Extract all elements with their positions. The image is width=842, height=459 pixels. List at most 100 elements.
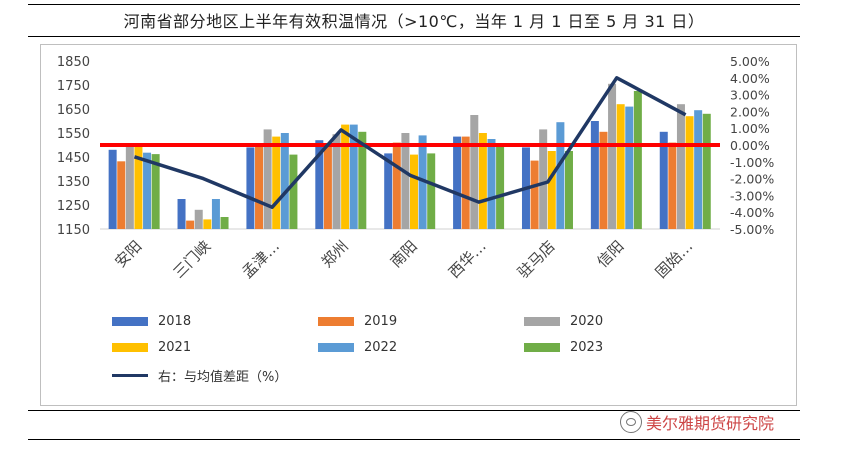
watermark-text: 美尔雅期货研究院: [646, 414, 775, 433]
bar-2019-2: [255, 145, 264, 229]
bar-2022-8: [694, 110, 703, 229]
y-tick-label: 1850: [57, 55, 90, 70]
bar-2020-1: [194, 209, 203, 229]
bar-2018-7: [590, 121, 599, 229]
bar-2021-6: [547, 151, 556, 229]
y-tick-label: 1150: [57, 223, 90, 238]
y2-tick-label: 3.00%: [730, 88, 770, 103]
legend-swatch-2018: [112, 317, 148, 326]
chart-area-border: [40, 44, 797, 406]
legend-swatch-2021: [112, 343, 148, 352]
y-tick-label: 1550: [57, 127, 90, 142]
bar-2018-0: [108, 149, 117, 229]
bar-2023-5: [496, 145, 505, 229]
bar-2019-7: [599, 131, 608, 229]
x-tick-label: 安阳: [111, 237, 145, 271]
y-tick-label: 1750: [57, 79, 90, 94]
bar-2023-4: [427, 153, 436, 229]
bar-2019-0: [117, 161, 126, 229]
bar-2019-1: [186, 220, 195, 229]
bar-2023-6: [564, 151, 573, 229]
legend-label-2021: 2021: [158, 340, 192, 355]
x-tick-label: 信阳: [594, 237, 628, 271]
bar-2022-2: [280, 133, 289, 229]
legend-item-2019: 2019: [318, 314, 397, 329]
bar-2019-4: [392, 142, 401, 229]
bar-2018-8: [659, 131, 668, 229]
y-tick-label: 1650: [57, 103, 90, 118]
legend-item-2023: 2023: [524, 340, 603, 355]
bar-2018-4: [384, 153, 393, 229]
bar-2020-8: [676, 104, 685, 229]
x-tick-label: 驻马店: [514, 237, 559, 282]
legend-label-diff-line: 右：与均值差距（%）: [158, 370, 288, 385]
title-divider: [28, 36, 800, 37]
chart-title: 河南省部分地区上半年有效积温情况（>10℃，当年 1 月 1 日至 5 月 31…: [123, 12, 705, 31]
legend-swatch-2023: [524, 343, 560, 352]
bar-2023-8: [702, 113, 711, 229]
bar-2021-2: [272, 136, 281, 229]
bar-2018-5: [453, 136, 462, 229]
bar-2018-1: [177, 199, 186, 229]
bar-2023-1: [220, 217, 229, 229]
watermark: 美尔雅期货研究院: [620, 410, 774, 434]
y-tick-label: 1350: [57, 175, 90, 190]
bar-2022-0: [143, 152, 152, 229]
y2-tick-label: 4.00%: [730, 71, 770, 86]
bar-2020-3: [332, 134, 341, 229]
y2-tick-label: -3.00%: [730, 188, 774, 203]
x-tick-label: 三门峡: [170, 237, 215, 282]
legend-item-2022: 2022: [318, 340, 397, 355]
bar-2019-5: [461, 136, 470, 229]
legend-swatch-2020: [524, 317, 560, 326]
bar-2019-8: [668, 142, 677, 229]
legend-item-2020: 2020: [524, 314, 603, 329]
y2-tick-label: 5.00%: [730, 54, 770, 69]
x-tick-label: 西华…: [445, 237, 490, 282]
bar-2023-3: [358, 131, 367, 229]
bar-2022-5: [487, 139, 496, 229]
bar-2019-6: [530, 160, 539, 229]
bar-2021-0: [134, 145, 143, 229]
legend-swatch-2019: [318, 317, 354, 326]
bar-2020-4: [401, 133, 410, 229]
bar-2022-4: [418, 135, 427, 229]
bar-2021-7: [616, 104, 625, 229]
bar-2021-8: [685, 116, 694, 229]
y2-tick-label: -4.00%: [730, 205, 774, 220]
legend-item-diff-line: 右：与均值差距（%）: [112, 366, 287, 385]
bottom-divider: [28, 410, 800, 411]
legend-item-2021: 2021: [112, 340, 191, 355]
diff-line-series: [133, 76, 687, 209]
y2-tick-label: -2.00%: [730, 172, 774, 187]
bar-2021-4: [410, 154, 418, 229]
bar-2020-0: [125, 146, 134, 229]
bar-2021-3: [341, 124, 350, 229]
legend-item-2018: 2018: [112, 314, 191, 329]
chart-frame: [28, 4, 800, 440]
y-tick-label: 1450: [57, 151, 90, 166]
x-tick-label: 南阳: [387, 237, 421, 271]
y2-tick-label: 0.00%: [730, 138, 770, 153]
bar-2020-7: [608, 83, 617, 229]
legend-label-2020: 2020: [570, 314, 604, 329]
bar-2022-7: [625, 106, 634, 229]
y2-tick-label: -5.00%: [730, 222, 774, 237]
y-tick-label: 1250: [57, 199, 90, 214]
bar-2020-5: [470, 115, 479, 229]
bar-2022-1: [211, 199, 220, 229]
bar-2022-6: [556, 122, 565, 229]
legend-swatch-diff-line: [112, 374, 148, 377]
legend-label-2019: 2019: [364, 314, 398, 329]
bar-2019-3: [323, 143, 332, 229]
legend-label-2018: 2018: [158, 314, 192, 329]
bar-2022-3: [349, 124, 358, 229]
x-tick-label: 孟津…: [238, 237, 283, 282]
bar-2023-0: [151, 154, 160, 229]
bar-2023-2: [289, 154, 298, 229]
bar-2020-2: [263, 129, 272, 229]
bar-2018-2: [246, 147, 255, 229]
wechat-icon: [620, 411, 642, 433]
legend-swatch-2022: [318, 343, 354, 352]
